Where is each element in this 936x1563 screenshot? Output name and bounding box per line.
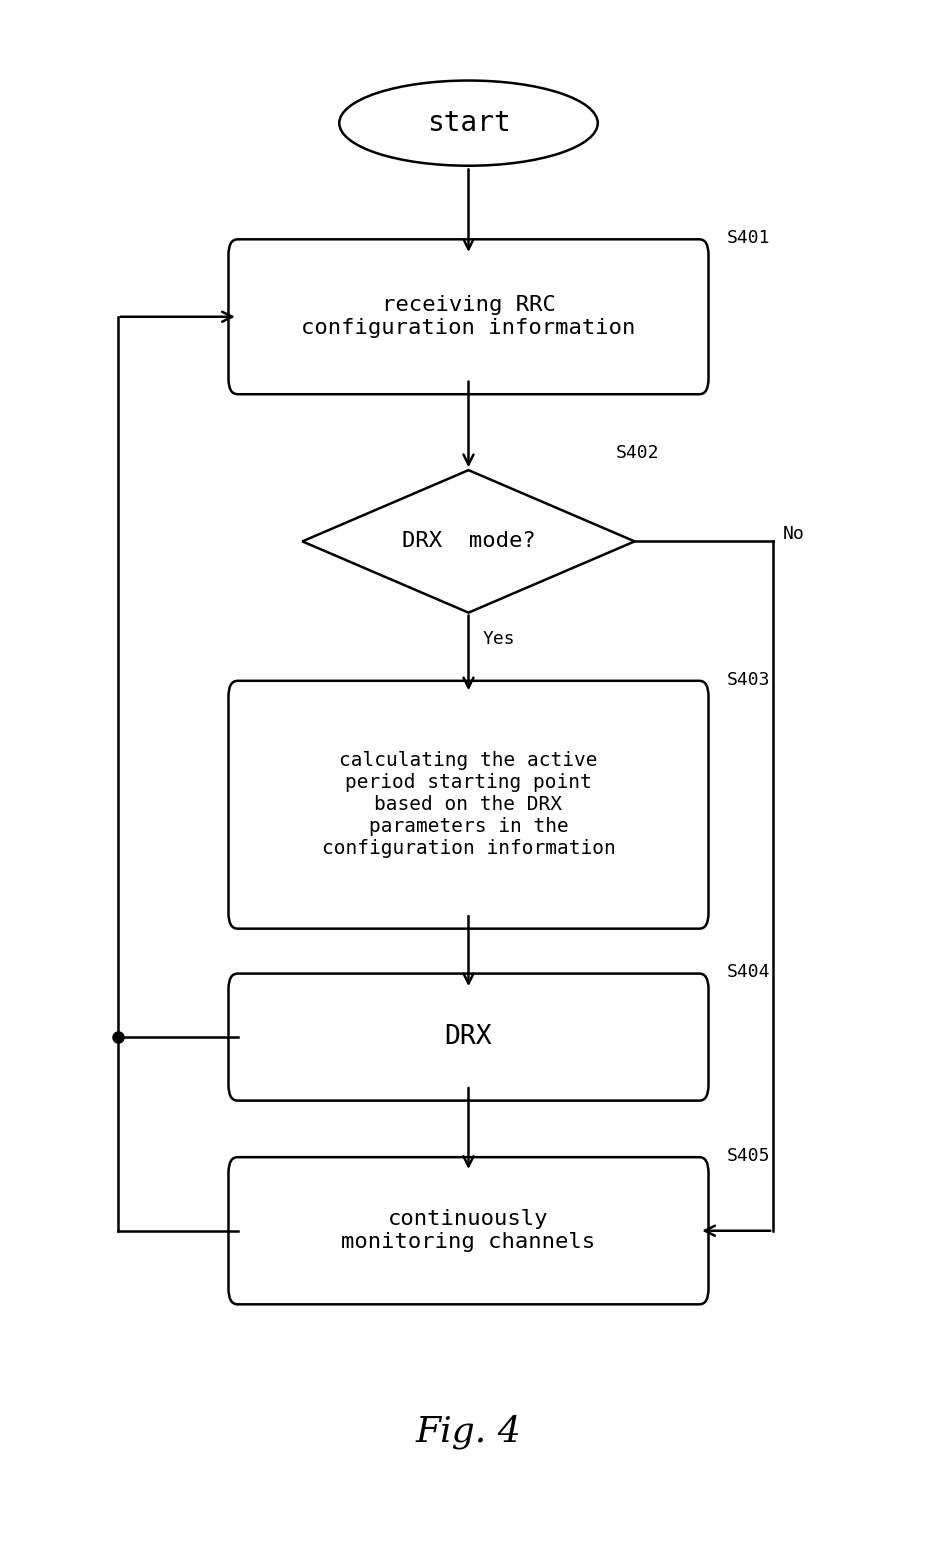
- Text: continuously
monitoring channels: continuously monitoring channels: [341, 1210, 595, 1252]
- Text: receiving RRC
configuration information: receiving RRC configuration information: [301, 295, 635, 338]
- FancyBboxPatch shape: [228, 239, 708, 394]
- Text: S404: S404: [726, 963, 769, 982]
- Text: No: No: [782, 525, 803, 542]
- Text: start: start: [426, 109, 510, 138]
- FancyBboxPatch shape: [228, 974, 708, 1100]
- Ellipse shape: [339, 81, 597, 166]
- Text: Fig. 4: Fig. 4: [416, 1415, 520, 1449]
- FancyBboxPatch shape: [228, 681, 708, 928]
- Text: S402: S402: [616, 444, 659, 463]
- Text: S403: S403: [726, 671, 769, 689]
- Text: Yes: Yes: [482, 630, 515, 647]
- Text: S401: S401: [726, 230, 769, 247]
- Text: calculating the active
period starting point
based on the DRX
parameters in the
: calculating the active period starting p…: [321, 752, 615, 858]
- FancyBboxPatch shape: [228, 1157, 708, 1305]
- Text: DRX  mode?: DRX mode?: [402, 531, 534, 552]
- Text: S405: S405: [726, 1147, 769, 1164]
- Polygon shape: [302, 470, 634, 613]
- Text: DRX: DRX: [445, 1024, 491, 1050]
